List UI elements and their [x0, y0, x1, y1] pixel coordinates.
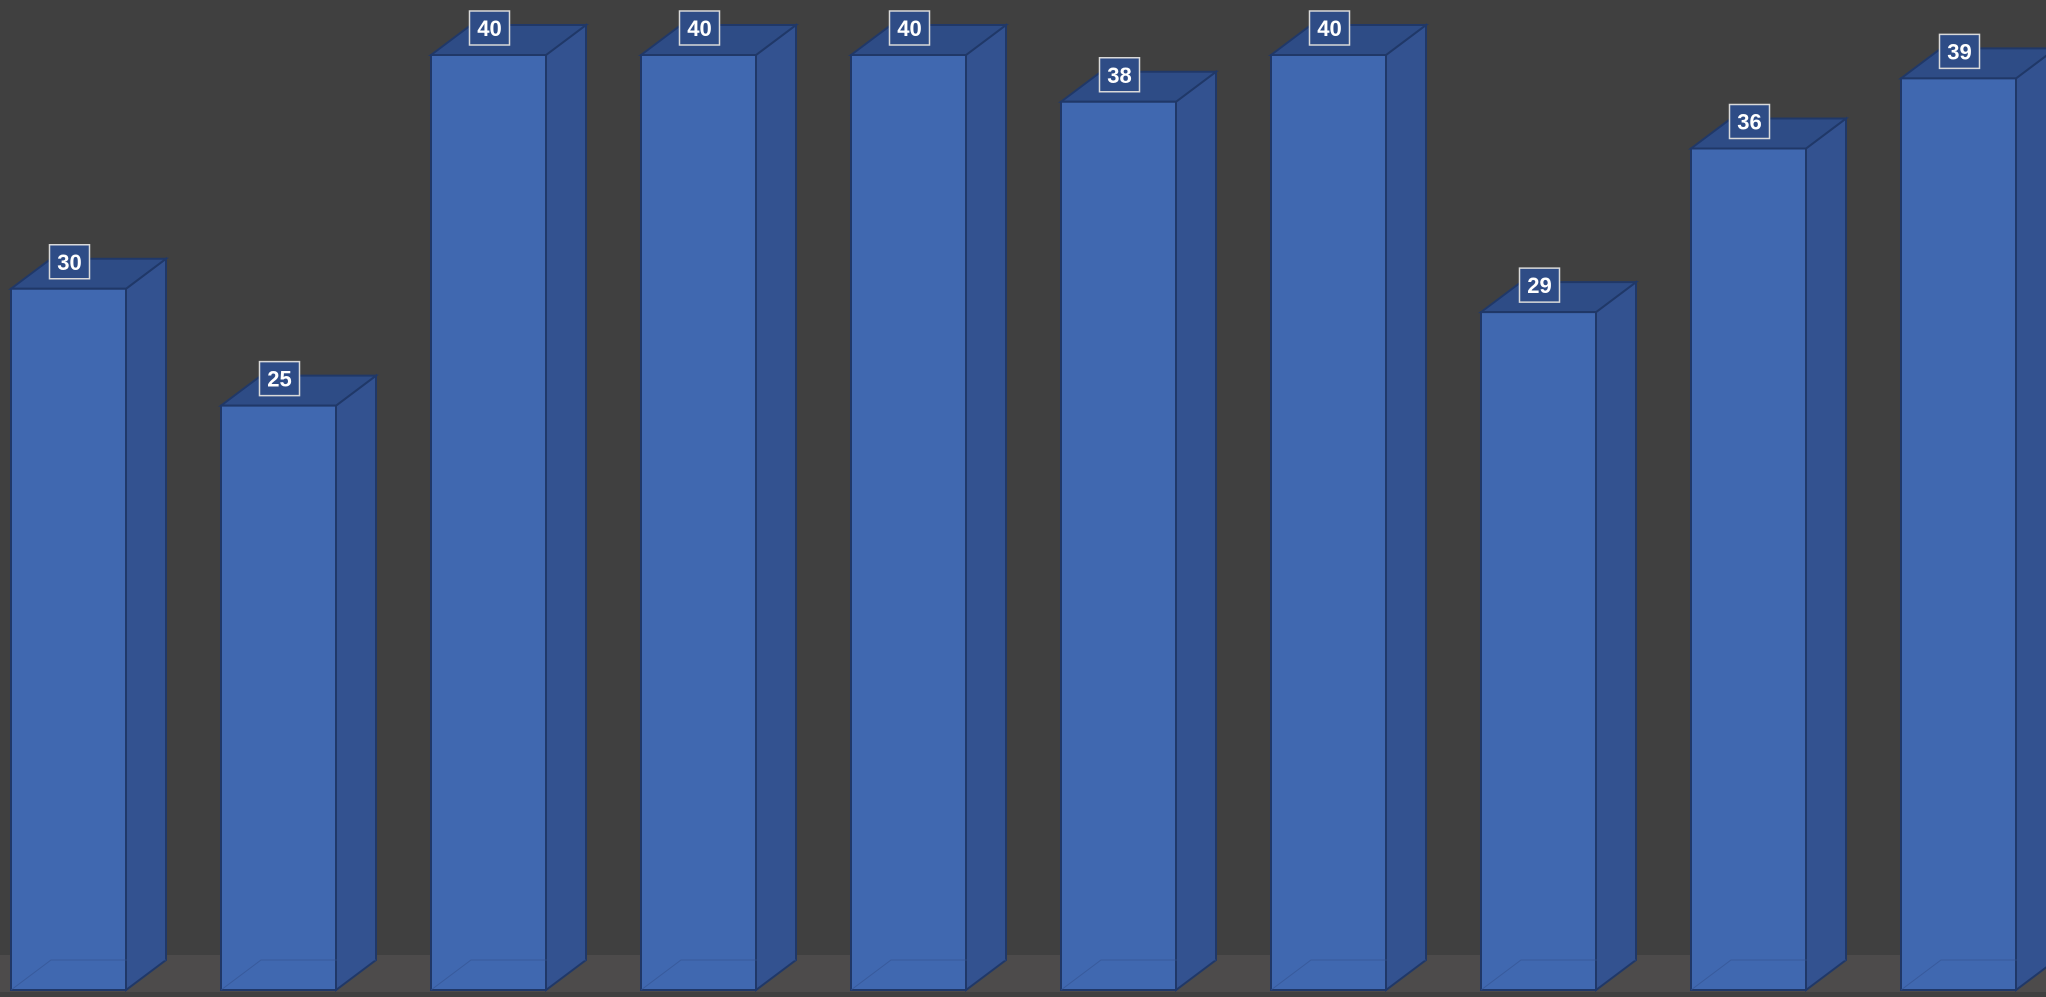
bar-inner-edge — [430, 959, 586, 991]
bar-front-face — [640, 54, 757, 991]
bar-side-face — [1385, 23, 1427, 992]
bar-side-face — [965, 23, 1007, 992]
data-label-box — [888, 10, 931, 46]
bar-side-face — [755, 23, 797, 992]
bar — [218, 373, 379, 992]
bar-inner-edge — [1060, 959, 1216, 991]
bar-inner-edge — [850, 959, 1006, 991]
bar-side-face — [1175, 69, 1217, 992]
bar-front-face — [1060, 100, 1177, 991]
bar — [1688, 116, 1849, 992]
bar-front-face — [1270, 54, 1387, 991]
bar-side-face — [545, 23, 587, 992]
bar-front-face — [1690, 147, 1807, 991]
bar-front-face — [1480, 311, 1597, 991]
data-label-box — [1938, 33, 1981, 70]
data-label-box — [1518, 267, 1561, 303]
data-label: 25 — [258, 360, 301, 397]
bar-inner-edge — [220, 959, 376, 991]
data-label-box — [1098, 57, 1141, 93]
data-label: 40 — [678, 10, 721, 46]
bar — [1058, 69, 1219, 992]
bar — [638, 23, 799, 992]
bar — [1478, 280, 1639, 992]
bar-inner-edge — [1270, 959, 1426, 991]
bar-series — [8, 23, 2046, 992]
data-label-text: 36 — [1737, 110, 1761, 135]
data-label-text: 39 — [1947, 39, 1971, 64]
bar — [848, 23, 1009, 992]
bar-front-face — [430, 54, 547, 991]
bar — [1268, 23, 1429, 992]
data-label-text: 40 — [1317, 16, 1341, 41]
bar-side-face — [2015, 54, 2046, 992]
data-label: 40 — [888, 10, 931, 46]
data-labels: 30 25 40 40 40 38 40 29 36 39 — [48, 10, 1981, 397]
data-label: 40 — [468, 10, 511, 46]
bar-inner-edge — [1690, 959, 1846, 991]
data-label-box — [1308, 10, 1351, 46]
bar-front-face — [850, 54, 967, 991]
data-label-text: 30 — [57, 250, 81, 275]
bar — [8, 256, 169, 992]
data-label: 38 — [1098, 57, 1141, 93]
bar-front-face — [10, 287, 127, 991]
data-label: 36 — [1728, 103, 1771, 140]
data-label-box — [678, 10, 721, 46]
bar-inner-edge — [640, 959, 796, 991]
bar-inner-edge — [10, 959, 166, 991]
data-label-text: 38 — [1107, 63, 1131, 88]
data-label-box — [258, 360, 301, 397]
bar-side-face — [1805, 116, 1847, 992]
data-label-text: 40 — [477, 16, 501, 41]
bar-side-face — [125, 256, 167, 992]
data-label-box — [468, 10, 511, 46]
bar-front-face — [220, 404, 337, 991]
bar-front-face — [1900, 77, 2017, 991]
data-label-text: 25 — [267, 367, 291, 392]
data-label: 29 — [1518, 267, 1561, 303]
data-label-text: 40 — [687, 16, 711, 41]
bar — [428, 23, 589, 992]
data-label-text: 29 — [1527, 273, 1551, 298]
data-label: 30 — [48, 244, 91, 280]
bar-inner-edge — [1480, 959, 1636, 991]
data-label-box — [48, 244, 91, 280]
data-label: 39 — [1938, 33, 1981, 70]
data-label: 40 — [1308, 10, 1351, 46]
bar-side-face — [1595, 280, 1637, 992]
bar — [1898, 47, 2046, 992]
data-label-text: 40 — [897, 16, 921, 41]
bar-inner-edge — [1900, 959, 2046, 991]
bar-side-face — [335, 373, 377, 992]
data-label-box — [1728, 103, 1771, 140]
